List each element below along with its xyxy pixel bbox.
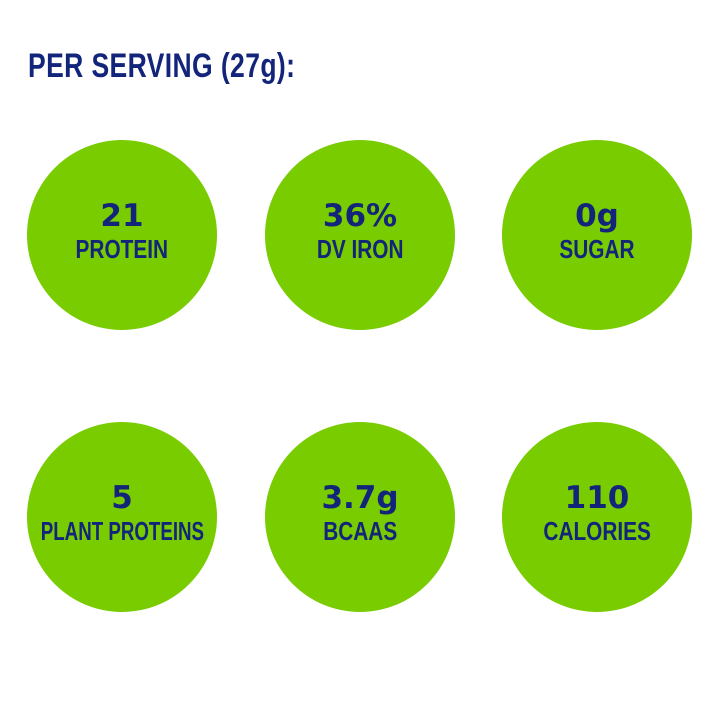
stat-label: DV IRON: [316, 234, 404, 264]
serving-heading: PER SERVING (27g):: [28, 47, 296, 85]
stat-value: 0g: [575, 198, 619, 234]
stat-circle-calories: 110 CALORIES: [502, 422, 692, 612]
stat-value: 21: [100, 198, 144, 234]
stat-label: PLANT PROTEINS: [40, 516, 204, 546]
stat-value: 110: [564, 480, 630, 516]
stat-label: PROTEIN: [75, 234, 169, 264]
stat-value: 3.7g: [321, 480, 399, 516]
stat-value: 5: [111, 480, 133, 516]
stat-label: CALORIES: [543, 516, 651, 546]
stat-label: BCAAS: [323, 516, 397, 546]
stat-value: 36%: [322, 198, 398, 234]
stat-circle-plant-proteins: 5 PLANT PROTEINS: [27, 422, 217, 612]
stat-label: SUGAR: [559, 234, 635, 264]
stat-circle-iron: 36% DV IRON: [265, 140, 455, 330]
stat-circle-bcaas: 3.7g BCAAS: [265, 422, 455, 612]
stat-circle-protein: 21 PROTEIN: [27, 140, 217, 330]
stat-circle-sugar: 0g SUGAR: [502, 140, 692, 330]
